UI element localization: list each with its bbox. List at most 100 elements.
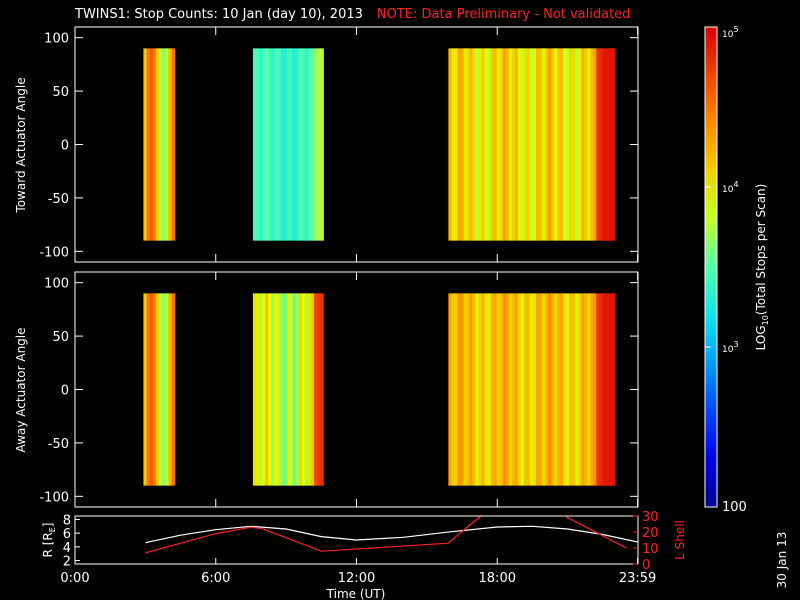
toward-cell (511, 48, 516, 241)
away-cell (572, 293, 576, 486)
away-cell (502, 293, 507, 486)
toward-cell (255, 48, 260, 241)
toward-xticks (74, 27, 639, 262)
colorbar-tick-label: 100 (722, 500, 747, 515)
toward-cell (560, 48, 564, 241)
away-cell (487, 293, 492, 486)
y2tick-label: 10 (642, 542, 659, 557)
toward-cell (502, 48, 507, 241)
toward-cell (262, 48, 266, 241)
toward-cell (493, 48, 498, 241)
away-cell (596, 293, 601, 486)
toward-cell (451, 48, 456, 241)
away-cell (475, 293, 480, 486)
away-cell (505, 293, 510, 486)
away-heatmap (143, 293, 616, 486)
toward-cell (545, 48, 549, 241)
away-cell (280, 293, 285, 486)
title-note: NOTE: Data Preliminary - Not validated (376, 7, 631, 22)
away-cell (587, 293, 591, 486)
away-cell (463, 293, 468, 486)
away-cell (551, 293, 555, 486)
toward-cell (304, 48, 309, 241)
toward-cell (508, 48, 513, 241)
ytick-label: 2 (63, 555, 71, 570)
toward-cell (307, 48, 312, 241)
away-cell (162, 293, 166, 486)
away-cell (578, 293, 582, 486)
toward-cell (572, 48, 576, 241)
ytick-label: 0 (61, 384, 69, 399)
toward-cell (526, 48, 531, 241)
away-cell (460, 293, 465, 486)
toward-cell (165, 48, 170, 241)
toward-cell (542, 48, 546, 241)
away-cell (143, 293, 148, 486)
away-block-1 (252, 293, 324, 486)
away-cell (289, 293, 294, 486)
toward-cell (484, 48, 489, 241)
toward-cell (168, 48, 173, 241)
away-cell (548, 293, 552, 486)
away-cell (168, 293, 173, 486)
toward-cell (514, 48, 519, 241)
toward-cell (457, 48, 462, 241)
away-cell (292, 293, 297, 486)
away-cell (268, 293, 272, 486)
away-cell (478, 293, 483, 486)
toward-block-0 (143, 48, 176, 241)
toward-cell (569, 48, 573, 241)
colorbar-tick-label: 104 (722, 180, 739, 195)
away-cell (146, 293, 151, 486)
away-cell (307, 293, 312, 486)
toward-edge-band (602, 48, 615, 241)
toward-cell (292, 48, 297, 241)
toward-cell (520, 48, 525, 241)
away-cell (542, 293, 546, 486)
away-cell (301, 293, 306, 486)
away-cell (298, 293, 303, 486)
away-cell (466, 293, 471, 486)
away-cell (259, 293, 263, 486)
away-cell (514, 293, 519, 486)
toward-cell (563, 48, 567, 241)
toward-cell (463, 48, 468, 241)
away-cell (554, 293, 558, 486)
away-cell (511, 293, 516, 486)
orbit-y2label: L Shell (673, 520, 687, 560)
ytick-label: 50 (52, 330, 69, 345)
toward-cell (472, 48, 477, 241)
away-cell (165, 293, 170, 486)
away-yticks: 100 50 0 -50 -100 (39, 277, 638, 505)
ytick-label: 6 (63, 527, 71, 542)
toward-cell (283, 48, 288, 241)
xtick-label: 12:00 (338, 571, 375, 586)
ytick-label: -100 (39, 245, 69, 260)
toward-cell (517, 48, 522, 241)
orbit-lines (145, 516, 638, 554)
away-block-2 (448, 293, 616, 486)
xtick-label: 0:00 (60, 571, 89, 586)
away-cell (508, 293, 513, 486)
away-cell (155, 293, 160, 486)
away-cell (255, 293, 260, 486)
toward-cell (295, 48, 300, 241)
toward-cell (171, 48, 176, 241)
away-cell (484, 293, 489, 486)
toward-cell (478, 48, 483, 241)
away-cell (490, 293, 495, 486)
colorbar-label: LOG10(Total Stops per Scan) (754, 184, 770, 351)
toward-cell (146, 48, 151, 241)
ytick-label: 100 (44, 32, 69, 47)
away-cell (159, 293, 163, 486)
away-cell (526, 293, 531, 486)
away-cell (314, 293, 318, 486)
away-cell (149, 293, 154, 486)
away-cell (454, 293, 459, 486)
toward-cell (490, 48, 495, 241)
away-cell (569, 293, 573, 486)
toward-cell (578, 48, 582, 241)
toward-cell (155, 48, 160, 241)
